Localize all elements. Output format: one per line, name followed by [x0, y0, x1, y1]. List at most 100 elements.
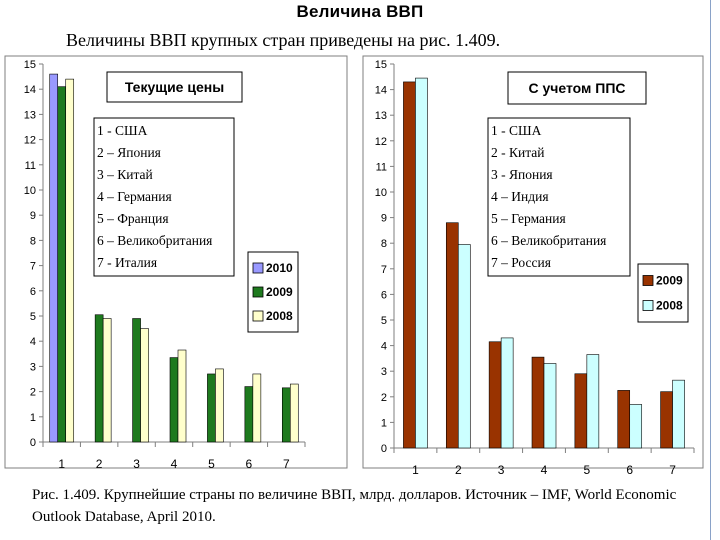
y-tick-label: 7: [381, 264, 387, 276]
y-tick-label: 11: [25, 160, 36, 172]
bar-2008-1: [65, 78, 75, 443]
y-tick-label: 3: [30, 361, 36, 373]
y-tick-label: 6: [381, 289, 387, 301]
legend-box: [637, 263, 689, 323]
bar-2008-4: [543, 363, 557, 449]
y-tick-label: 0: [381, 443, 387, 455]
x-tick-label: 2: [455, 463, 462, 477]
y-tick-label: 7: [30, 261, 36, 273]
country-key-box: [93, 117, 235, 277]
country-key-item: 3 – Китай: [97, 167, 153, 182]
bar-2008-2: [102, 318, 112, 443]
y-tick-label: 12: [375, 136, 387, 148]
y-tick-label: 15: [375, 59, 387, 71]
x-tick-label: 7: [283, 457, 290, 471]
x-tick-label: 3: [133, 457, 140, 471]
legend-label-2009: 2009: [656, 274, 683, 288]
country-key-item: 3 - Япония: [491, 167, 553, 182]
bar-2008-7: [672, 379, 685, 449]
country-key-item: 2 - Китай: [491, 145, 545, 160]
country-key-item: 1 - США: [97, 123, 148, 138]
y-tick-label: 14: [24, 84, 36, 96]
y-tick-label: 1: [381, 417, 387, 429]
y-tick-label: 9: [30, 210, 36, 222]
bar-2009-2: [445, 222, 459, 449]
bar-2009-3: [488, 341, 502, 449]
x-tick-label: 1: [58, 457, 65, 471]
y-tick-label: 13: [375, 110, 387, 122]
country-key-box: [487, 117, 631, 277]
bar-2008-3: [140, 328, 149, 443]
y-tick-label: 5: [30, 311, 36, 323]
slide-edge-line: [710, 0, 711, 540]
bar-2009-7: [281, 387, 291, 443]
bar-2009-5: [574, 373, 588, 449]
x-tick-label: 5: [208, 457, 215, 471]
y-tick-label: 10: [375, 187, 387, 199]
bar-2009-2: [94, 314, 104, 443]
chart-title: С учетом ППС: [528, 80, 625, 96]
y-tick-label: 9: [381, 213, 387, 225]
y-tick-label: 15: [24, 59, 36, 71]
bar-2008-5: [586, 354, 600, 449]
bar-2009-3: [132, 318, 141, 443]
y-tick-label: 3: [381, 366, 387, 378]
intro-text: Величины ВВП крупных стран приведены на …: [66, 30, 501, 50]
bar-2009-1: [57, 86, 67, 443]
y-tick-label: 4: [30, 336, 36, 348]
y-tick-label: 11: [376, 161, 387, 173]
legend-label-2009: 2009: [266, 285, 293, 299]
legend-swatch-2009: [252, 286, 264, 298]
bar-2009-6: [617, 390, 631, 449]
bar-2008-4: [177, 349, 187, 443]
legend-swatch-2008: [642, 300, 654, 311]
country-key-item: 5 – Франция: [97, 211, 169, 226]
bar-2008-3: [500, 337, 514, 449]
y-tick-label: 14: [375, 85, 387, 97]
chart-title: Текущие цены: [125, 79, 224, 95]
legend-label-2010: 2010: [266, 261, 293, 275]
country-key-item: 6 – Великобритания: [491, 233, 606, 248]
country-key-item: 2 – Япония: [97, 145, 161, 160]
country-key-item: 1 - США: [491, 123, 542, 138]
country-key-item: 7 - Италия: [97, 255, 157, 270]
y-tick-label: 1: [30, 412, 36, 424]
bar-2008-2: [457, 244, 471, 449]
x-tick-label: 1: [412, 463, 419, 477]
legend-label-2008: 2008: [656, 299, 683, 313]
y-tick-label: 2: [30, 387, 36, 399]
bar-2008-7: [289, 383, 299, 443]
x-tick-label: 4: [171, 457, 178, 471]
x-tick-label: 6: [626, 463, 633, 477]
y-tick-label: 8: [30, 235, 36, 247]
y-tick-label: 4: [381, 341, 387, 353]
x-tick-label: 4: [541, 463, 548, 477]
x-tick-label: 7: [669, 463, 676, 477]
country-key-item: 7 – Россия: [491, 255, 551, 270]
legend-swatch-2010: [252, 262, 264, 274]
y-tick-label: 5: [381, 315, 387, 327]
bar-2008-1: [415, 77, 428, 449]
bar-2009-5: [207, 373, 216, 443]
y-tick-label: 6: [30, 286, 36, 298]
x-tick-label: 5: [584, 463, 591, 477]
bar-2009-6: [244, 386, 254, 443]
bar-2009-1: [403, 81, 416, 449]
legend-swatch-2008: [252, 310, 264, 322]
country-key-item: 4 – Индия: [491, 189, 549, 204]
figure-caption: Рис. 1.409. Крупнейшие страны по величин…: [32, 487, 677, 525]
slide-title: Величина ВВП: [296, 2, 424, 21]
bar-2010-1: [49, 73, 59, 443]
y-tick-label: 10: [24, 185, 36, 197]
legend-label-2008: 2008: [266, 309, 293, 323]
bar-2008-6: [629, 404, 643, 449]
legend-swatch-2009: [642, 275, 654, 286]
x-tick-label: 6: [246, 457, 253, 471]
y-tick-label: 13: [24, 109, 36, 121]
bar-2009-7: [660, 391, 673, 449]
country-key-item: 5 – Германия: [491, 211, 566, 226]
chart-title-box: [106, 71, 243, 103]
bar-2008-5: [215, 368, 224, 443]
